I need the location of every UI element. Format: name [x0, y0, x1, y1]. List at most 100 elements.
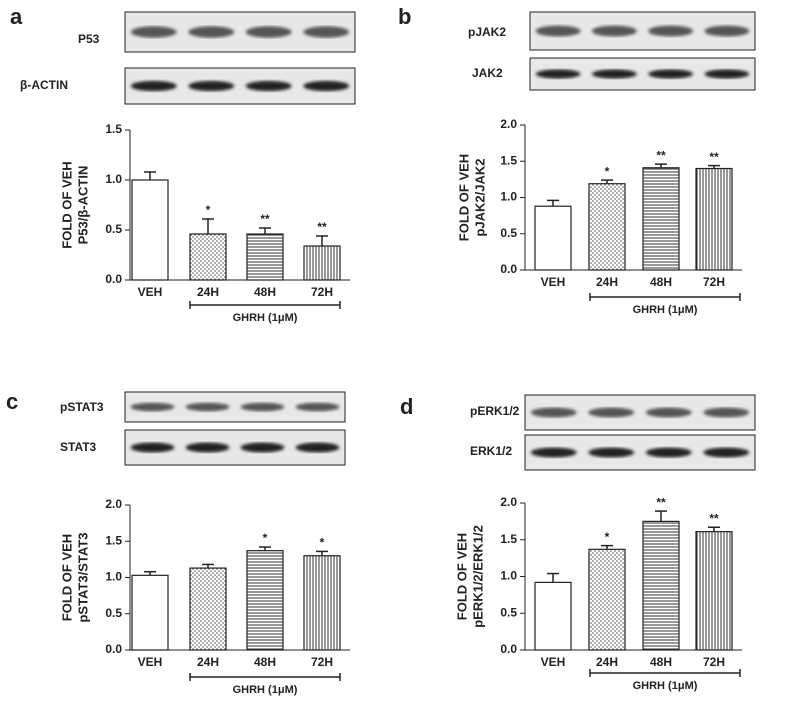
blot-band	[530, 407, 577, 418]
group-label: GHRH (1μM)	[633, 680, 698, 692]
y-tick-label: 1.0	[105, 172, 122, 186]
blot-band	[648, 69, 694, 79]
blot-band	[130, 442, 175, 453]
bar	[588, 548, 626, 651]
bar	[588, 183, 626, 271]
y-tick-label: 0.5	[105, 222, 122, 236]
blot-band	[704, 25, 750, 37]
blot-label: P53	[78, 32, 100, 46]
y-tick-label: 0.0	[105, 642, 122, 656]
x-tick-label: 48H	[254, 285, 276, 299]
blot-band	[185, 402, 230, 412]
blot-band	[245, 80, 292, 92]
y-axis-label: pJAK2/JAK2	[472, 158, 487, 236]
blot-band	[703, 447, 750, 458]
y-tick-label: 1.5	[500, 532, 517, 546]
bar	[131, 179, 169, 281]
significance: *	[263, 531, 268, 545]
bar	[695, 167, 733, 271]
blot-band	[535, 69, 581, 79]
blot-band	[588, 447, 635, 458]
blot-band	[130, 26, 177, 38]
blot-band	[303, 80, 350, 92]
bar	[303, 245, 341, 281]
blot-band	[645, 407, 692, 418]
blot-label: pJAK2	[468, 25, 506, 39]
blot-band	[704, 69, 750, 79]
y-axis-label: pERK1/2/ERK1/2	[470, 525, 485, 628]
blot-band	[130, 80, 177, 92]
y-tick-label: 0.0	[500, 262, 517, 276]
panel-letter: c	[6, 389, 18, 414]
x-tick-label: 72H	[311, 285, 333, 299]
bar	[131, 574, 169, 651]
panel-letter: a	[10, 4, 23, 29]
y-tick-label: 2.0	[105, 497, 122, 511]
x-tick-label: 72H	[703, 275, 725, 289]
x-tick-label: 48H	[650, 275, 672, 289]
bar	[246, 550, 284, 651]
x-tick-label: 72H	[703, 655, 725, 669]
y-tick-label: 0.0	[105, 272, 122, 286]
significance: **	[317, 220, 327, 234]
significance: **	[260, 212, 270, 226]
bar	[534, 581, 572, 651]
blot-label: pERK1/2	[470, 404, 520, 418]
blot-label: ERK1/2	[470, 444, 512, 458]
blot-band	[130, 402, 175, 412]
y-axis-label: FOLD OF VEH	[456, 154, 471, 241]
x-tick-label: 48H	[650, 655, 672, 669]
x-tick-label: 48H	[254, 655, 276, 669]
y-tick-label: 0.5	[500, 226, 517, 240]
blot-band	[245, 26, 292, 38]
bar	[189, 567, 227, 651]
significance: **	[709, 511, 719, 525]
x-tick-label: 24H	[596, 655, 618, 669]
y-tick-label: 1.0	[500, 190, 517, 204]
blot-band	[240, 442, 285, 453]
group-label: GHRH (1μM)	[633, 304, 698, 316]
group-label: GHRH (1μM)	[233, 684, 298, 696]
y-tick-label: 0.0	[500, 642, 517, 656]
y-axis-label: FOLD OF VEH	[454, 533, 469, 620]
panel-letter: b	[398, 4, 411, 29]
x-tick-label: 72H	[311, 655, 333, 669]
blot-label: JAK2	[472, 66, 503, 80]
blot-band	[530, 447, 577, 458]
y-axis-label: FOLD OF VEH	[59, 534, 74, 621]
significance: **	[709, 150, 719, 164]
y-tick-label: 0.5	[105, 606, 122, 620]
blot-band	[303, 26, 350, 38]
blot-label: β-ACTIN	[20, 78, 68, 92]
significance: *	[206, 203, 211, 217]
y-tick-label: 1.0	[105, 570, 122, 584]
x-tick-label: VEH	[138, 655, 163, 669]
group-label: GHRH (1μM)	[233, 312, 298, 324]
x-tick-label: 24H	[197, 285, 219, 299]
bar	[695, 531, 733, 651]
y-axis-label: pSTAT3/STAT3	[75, 532, 90, 622]
x-tick-label: VEH	[138, 285, 163, 299]
blot-label: STAT3	[60, 440, 97, 454]
bar	[534, 205, 572, 271]
blot-band	[295, 402, 340, 412]
blot-band	[703, 407, 750, 418]
y-axis-label: FOLD OF VEH	[59, 161, 74, 248]
blot-band	[185, 442, 230, 453]
x-tick-label: 24H	[197, 655, 219, 669]
y-tick-label: 1.5	[105, 122, 122, 136]
y-tick-label: 1.0	[500, 569, 517, 583]
blot-band	[645, 447, 692, 458]
blot-label: pSTAT3	[60, 400, 104, 414]
y-tick-label: 2.0	[500, 495, 517, 509]
bar	[303, 555, 341, 651]
y-tick-label: 1.5	[105, 533, 122, 547]
x-tick-label: VEH	[541, 275, 566, 289]
panel-letter: d	[400, 394, 413, 419]
x-tick-label: VEH	[541, 655, 566, 669]
y-tick-label: 2.0	[500, 117, 517, 131]
blot-band	[591, 25, 637, 37]
blot-band	[295, 442, 340, 453]
blot-band	[648, 25, 694, 37]
